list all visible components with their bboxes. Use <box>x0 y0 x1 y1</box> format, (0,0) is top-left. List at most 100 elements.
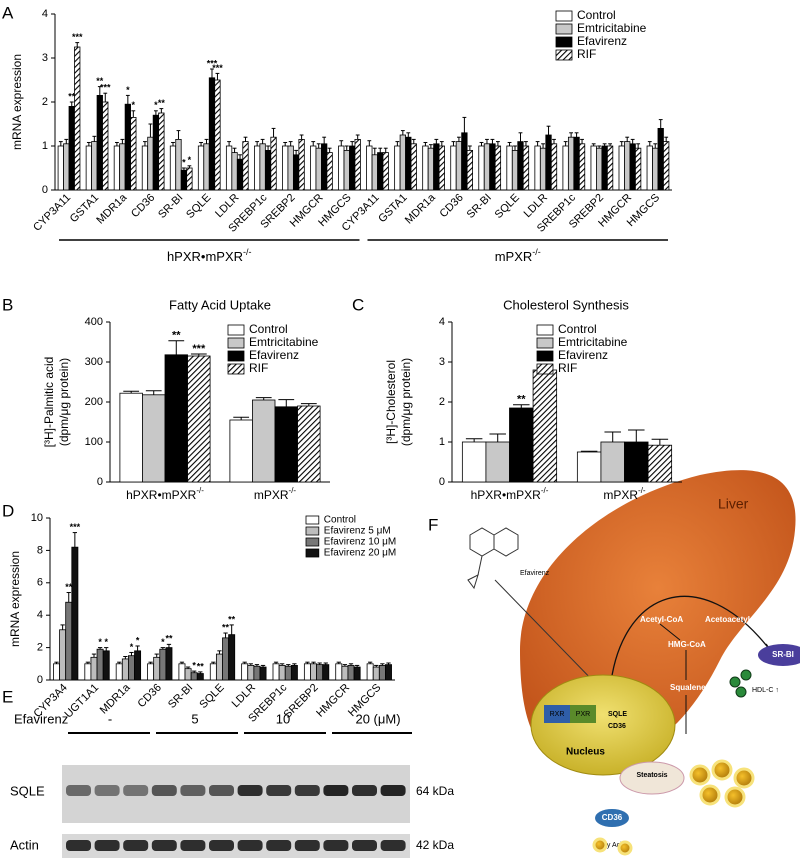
bar <box>427 147 435 191</box>
y-axis-label: mRNA expression <box>10 54 24 150</box>
legend-swatch <box>555 49 573 61</box>
x-tick-label: SR-BI <box>156 192 185 221</box>
category-name: hPXR•mPXR <box>126 488 197 502</box>
bar <box>128 655 135 681</box>
x-tick-label: MDR1a <box>403 191 438 226</box>
y-axis-label: (dpm/μg protein) <box>57 358 71 446</box>
bar <box>562 145 569 191</box>
band <box>180 785 206 796</box>
category-sup: -/- <box>541 486 549 495</box>
bar <box>438 145 445 191</box>
x-tick-label: SR-BI <box>166 682 195 711</box>
category-sup: -/- <box>289 486 297 495</box>
bar <box>466 149 473 191</box>
category-sup: -/- <box>196 486 204 495</box>
dose-label: 20 (μM) <box>355 711 400 726</box>
bar <box>287 145 294 191</box>
arrow <box>494 579 601 689</box>
band <box>66 785 91 796</box>
panel-f: F Liver Efavirenz Acetyl-CoA Acetoacetyl… <box>428 470 800 856</box>
x-tick-label: CYP3A11 <box>31 192 73 234</box>
bar <box>134 650 142 681</box>
x-tick-label: mPXR-/- <box>603 486 646 502</box>
legend-swatch <box>555 36 573 48</box>
bar <box>606 145 614 191</box>
bar <box>489 143 496 191</box>
x-tick-label: SR-BI <box>465 192 494 221</box>
legend-swatch <box>305 526 320 536</box>
bar <box>567 136 575 191</box>
bar <box>483 143 491 191</box>
bar <box>371 154 378 191</box>
x-tick-label: SQLE <box>184 192 213 221</box>
bar <box>600 441 625 483</box>
legend-label: Efavirenz 5 μM <box>324 526 391 537</box>
legend-label: RIF <box>249 361 268 375</box>
bar <box>115 663 123 681</box>
lipid-droplets <box>592 759 755 856</box>
bar <box>315 147 322 191</box>
x-tick-label: SQLE <box>493 192 522 221</box>
bar <box>84 663 92 681</box>
significance: *** <box>207 58 218 68</box>
x-tick-label: MDR1a <box>98 681 133 716</box>
legend-swatch <box>227 337 245 349</box>
y-tick-label: 3 <box>439 356 445 368</box>
panel: C Cholesterol Synthesis 0 1 2 3 4 [³H]-Choleste… <box>352 295 682 502</box>
dose-label: 10 <box>276 711 290 726</box>
bar <box>187 355 211 483</box>
band <box>380 785 406 796</box>
pathway: Cholesterol <box>664 737 708 746</box>
bar <box>326 152 333 191</box>
y-tick-label: 10 <box>31 512 43 524</box>
bar <box>509 407 534 483</box>
bar <box>57 145 64 191</box>
x-tick-label: mPXR-/- <box>254 486 297 502</box>
bar <box>405 136 412 191</box>
panel-label: A <box>2 3 14 22</box>
bar <box>169 145 177 191</box>
bar <box>165 647 173 681</box>
bar <box>282 145 289 191</box>
bar <box>366 145 373 191</box>
bar <box>455 141 463 191</box>
bar <box>215 653 223 681</box>
x-tick-label: CD36 <box>437 192 465 220</box>
legend-swatch <box>536 350 554 362</box>
bar <box>382 152 389 191</box>
steatosis-label: Steatosis <box>636 772 667 779</box>
y-tick-label: 4 <box>42 8 48 20</box>
x-tick-label: hPXR•mPXR-/- <box>126 486 204 502</box>
panel-label: C <box>352 295 364 314</box>
bar <box>410 143 417 191</box>
y-tick-label: 4 <box>37 609 43 621</box>
bar <box>624 441 649 483</box>
band <box>94 840 120 851</box>
band <box>352 785 377 796</box>
group-sup: -/- <box>243 247 252 257</box>
band <box>294 840 320 851</box>
y-axis-label: (dpm/μg protein) <box>399 358 413 446</box>
pathway: HMG-CoA <box>668 640 706 649</box>
fatty-acids-label: Fatty Acids <box>595 842 630 849</box>
cd36-membrane <box>595 809 629 827</box>
legend-label: Efavirenz 10 μM <box>324 537 396 548</box>
row-label: Actin <box>10 837 39 852</box>
y-tick-label: 100 <box>85 436 103 448</box>
y-tick-label: 2 <box>439 396 445 408</box>
significance: ** <box>172 330 181 342</box>
srbi <box>758 644 800 666</box>
treatment-label: Efavirenz <box>14 711 68 726</box>
bar <box>461 441 487 483</box>
y-tick-label: 0 <box>37 674 43 686</box>
bar <box>284 665 292 681</box>
bar <box>196 673 204 681</box>
bar <box>90 656 98 681</box>
significance: ** <box>96 76 104 86</box>
bar <box>485 441 510 483</box>
band <box>323 840 349 851</box>
band <box>123 840 149 851</box>
band <box>352 840 377 851</box>
